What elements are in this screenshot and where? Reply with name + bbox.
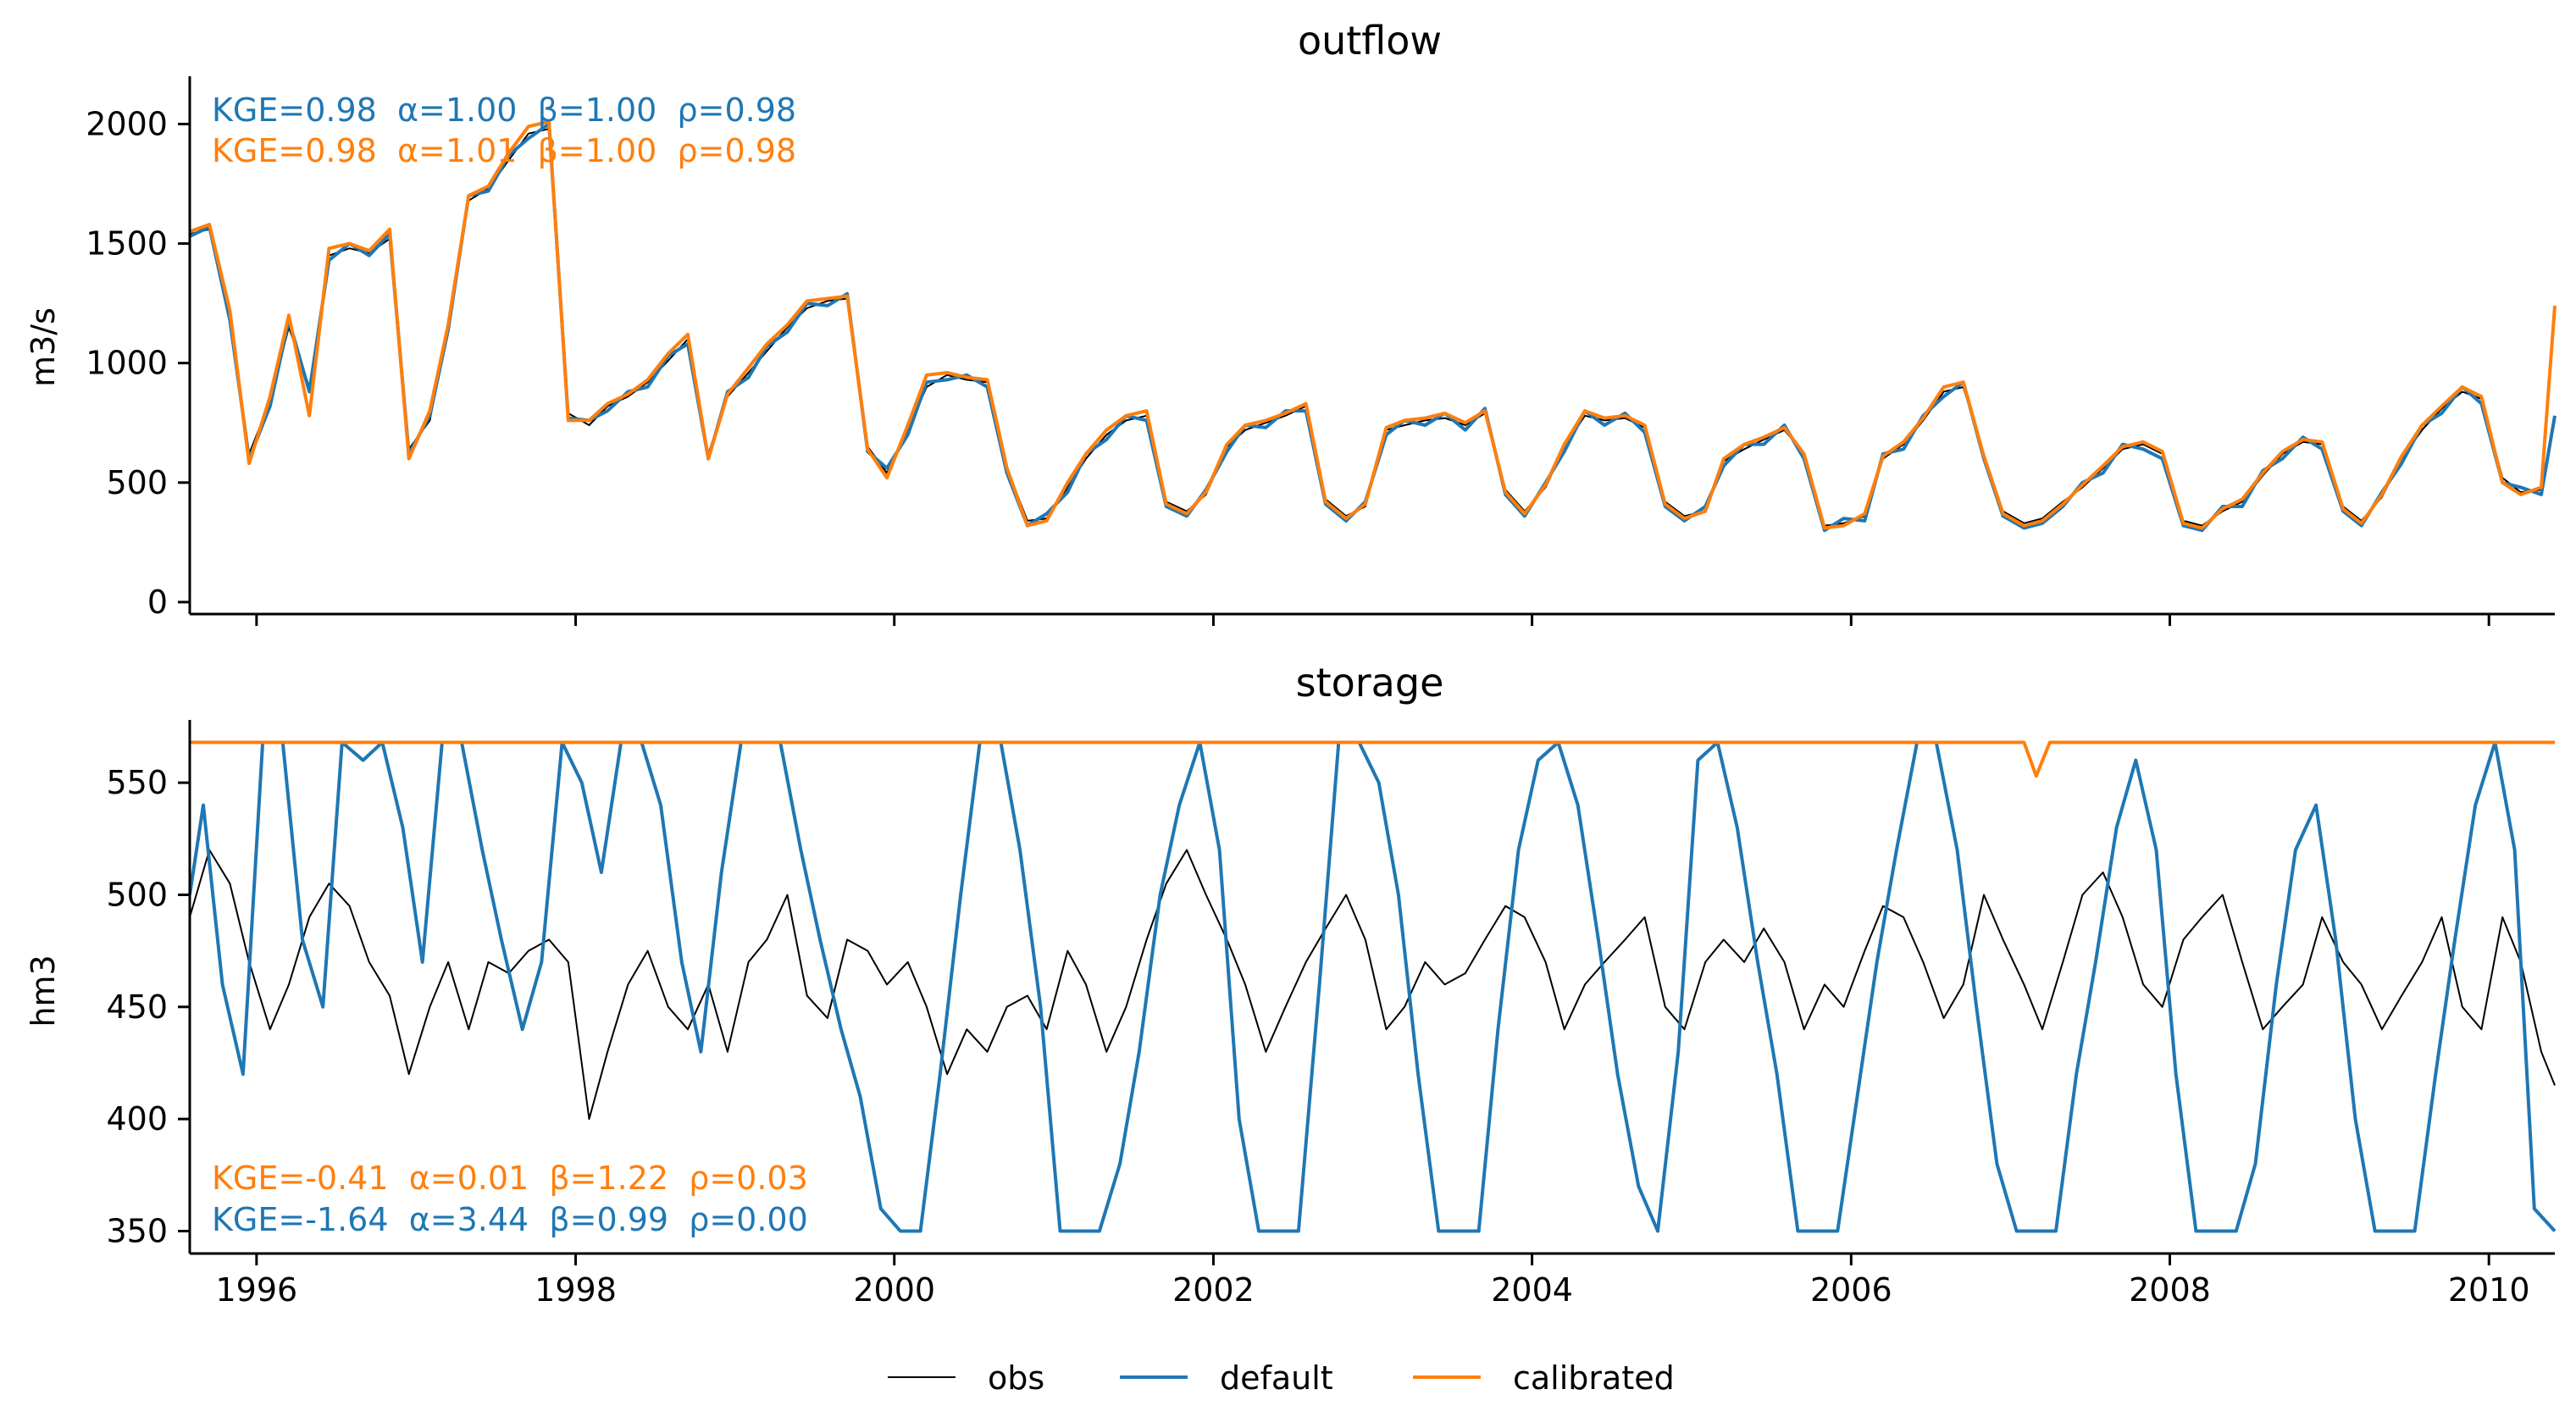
legend: obs default calibrated [888,1359,1675,1397]
panel-outflow: outflow m3/s 0 500 1000 1500 2000 KGE=0.98 α… [25,18,2557,626]
y-tick-label: 1500 [86,225,168,263]
metric-text-default-storage: KGE=-1.64 α=3.44 β=0.99 ρ=0.00 [212,1201,808,1238]
axes-ticks-storage: 350 400 450 500 550 1996 1998 2000 2002 2004 2006 2… [106,764,2529,1309]
x-tick-label: 2002 [1172,1271,1255,1309]
series-line-obs-storage [189,849,2556,1121]
plot-area-storage [188,740,2557,1233]
series-line-calibrated-outflow [189,119,2557,530]
series-line-default-storage [188,740,2557,1233]
x-tick-label: 2010 [2448,1271,2530,1309]
y-tick-label: 400 [106,1100,168,1137]
x-tick-label: 2000 [853,1271,935,1309]
y-tick-label: 0 [147,584,168,621]
y-tick-label: 350 [106,1213,168,1250]
axes-ticks-outflow: 0 500 1000 1500 2000 [86,105,2490,626]
y-tick-label: 500 [106,464,168,501]
y-tick-label: 1000 [86,345,168,382]
x-tick-label: 2008 [2129,1271,2211,1309]
metric-text-calibrated-storage: KGE=-0.41 α=0.01 β=1.22 ρ=0.03 [212,1160,808,1197]
series-line-calibrated-storage [190,740,2555,778]
y-axis-label-storage: hm3 [25,955,62,1027]
panel-title-storage: storage [1296,660,1444,706]
metric-text-calibrated-outflow: KGE=0.98 α=1.01 β=1.00 ρ=0.98 [212,132,796,169]
y-axis-label-outflow: m3/s [25,307,62,387]
legend-label-calibrated: calibrated [1513,1359,1675,1397]
x-tick-label: 2006 [1810,1271,1892,1309]
x-tick-label: 1998 [535,1271,617,1309]
panel-storage: storage hm3 350 400 450 500 550 1996 1998 2000 2… [25,660,2557,1309]
y-tick-label: 500 [106,876,168,913]
x-tick-label: 1996 [215,1271,297,1309]
metric-text-default-outflow: KGE=0.98 α=1.00 β=1.00 ρ=0.98 [212,91,796,129]
x-tick-label: 2004 [1491,1271,1573,1309]
legend-label-obs: obs [988,1359,1044,1397]
y-tick-label: 2000 [86,105,168,142]
plot-area-outflow [189,119,2557,533]
y-tick-label: 450 [106,988,168,1026]
legend-label-default: default [1220,1359,1333,1397]
panel-title-outflow: outflow [1298,18,1442,64]
y-tick-label: 550 [106,764,168,801]
